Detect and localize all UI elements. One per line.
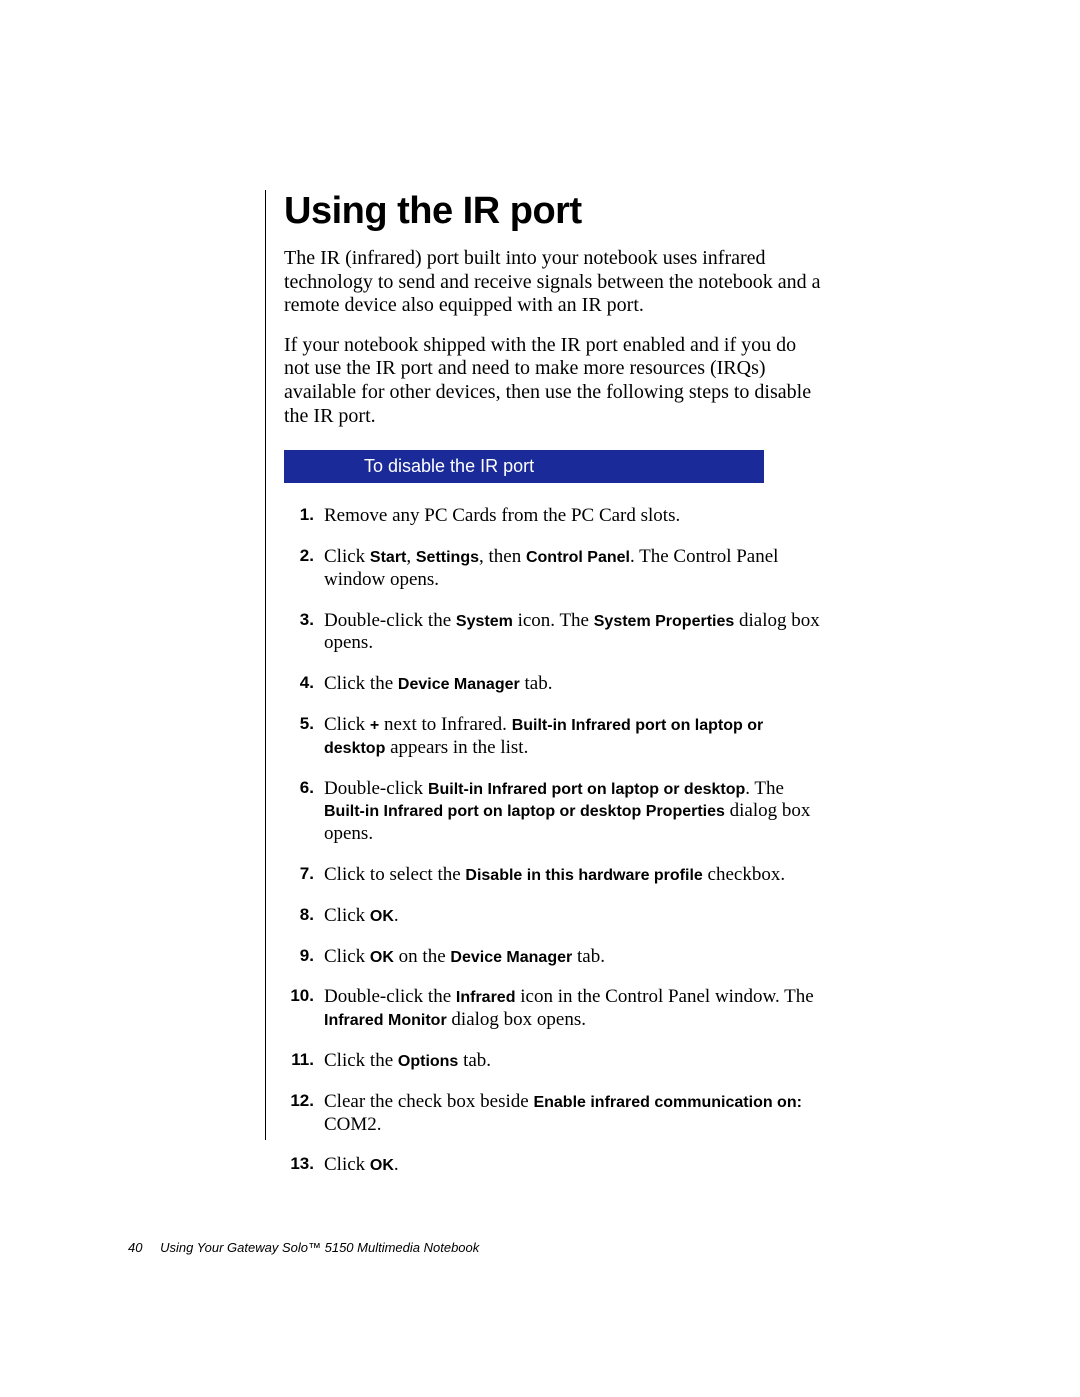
step-item: Remove any PC Cards from the PC Card slo… bbox=[284, 505, 824, 528]
step-item: Click OK on the Device Manager tab. bbox=[284, 946, 824, 969]
ui-term: Built-in Infrared port on laptop or desk… bbox=[324, 803, 725, 820]
page-content: Using the IR port The IR (infrared) port… bbox=[284, 190, 824, 1195]
step-item: Click Start, Settings, then Control Pane… bbox=[284, 546, 824, 592]
step-item: Click + next to Infrared. Built-in Infra… bbox=[284, 714, 824, 760]
ui-term: Start bbox=[370, 549, 406, 566]
ui-term: System bbox=[456, 613, 513, 630]
ui-term: + bbox=[370, 717, 379, 734]
step-item: Click to select the Disable in this hard… bbox=[284, 864, 824, 887]
step-item: Double-click the System icon. The System… bbox=[284, 610, 824, 656]
ui-term: Built-in Infrared port on laptop or desk… bbox=[324, 717, 763, 757]
page-number: 40 bbox=[128, 1240, 142, 1255]
ui-term: Device Manager bbox=[450, 949, 572, 966]
step-item: Double-click the Infrared icon in the Co… bbox=[284, 986, 824, 1032]
ui-term: Settings bbox=[416, 549, 479, 566]
ui-term: Infrared Monitor bbox=[324, 1012, 447, 1029]
step-item: Click OK. bbox=[284, 905, 824, 928]
page-footer: 40 Using Your Gateway Solo™ 5150 Multime… bbox=[128, 1240, 479, 1255]
ui-term: OK bbox=[370, 908, 394, 925]
ui-term: Disable in this hardware profile bbox=[465, 867, 702, 884]
vertical-rule bbox=[265, 190, 266, 1140]
intro-paragraph-2: If your notebook shipped with the IR por… bbox=[284, 334, 824, 428]
ui-term: OK bbox=[370, 1157, 394, 1174]
ui-term: Built-in Infrared port on laptop or desk… bbox=[428, 781, 745, 798]
ui-term: Enable infrared communication on: bbox=[533, 1094, 801, 1111]
book-title: Using Your Gateway Solo™ 5150 Multimedia… bbox=[160, 1240, 479, 1255]
intro-paragraph-1: The IR (infrared) port built into your n… bbox=[284, 247, 824, 318]
ui-term: Control Panel bbox=[526, 549, 630, 566]
ui-term: OK bbox=[370, 949, 394, 966]
step-item: Click the Device Manager tab. bbox=[284, 673, 824, 696]
ui-term: System Properties bbox=[594, 613, 735, 630]
section-heading: Using the IR port bbox=[284, 190, 824, 233]
ui-term: Options bbox=[398, 1053, 458, 1070]
step-item: Click OK. bbox=[284, 1154, 824, 1177]
procedure-title-bar: To disable the IR port bbox=[284, 450, 764, 483]
step-item: Double-click Built-in Infrared port on l… bbox=[284, 778, 824, 846]
step-item: Click the Options tab. bbox=[284, 1050, 824, 1073]
ui-term: Device Manager bbox=[398, 676, 520, 693]
step-item: Clear the check box beside Enable infrar… bbox=[284, 1091, 824, 1137]
steps-list: Remove any PC Cards from the PC Card slo… bbox=[284, 505, 824, 1177]
ui-term: Infrared bbox=[456, 989, 516, 1006]
